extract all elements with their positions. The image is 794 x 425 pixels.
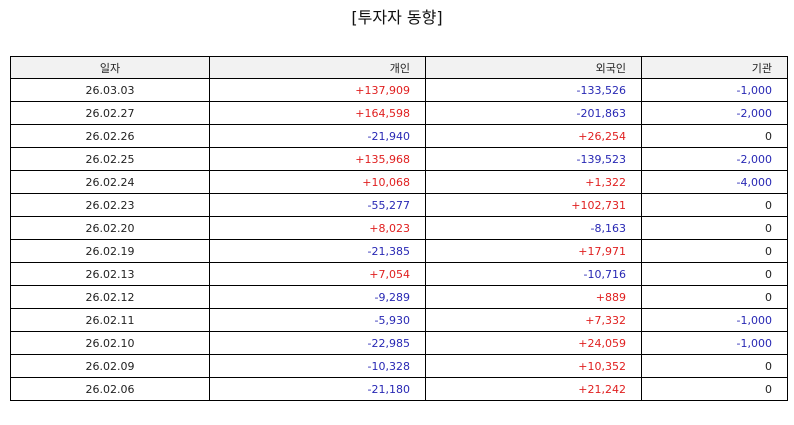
table-row: 26.03.03 +137,909 -133,526 -1,000: [10, 78, 788, 102]
cell-date: 26.02.11: [10, 308, 210, 332]
table-row: 26.02.25 +135,968 -139,523 -2,000: [10, 147, 788, 171]
cell-date: 26.02.09: [10, 354, 210, 378]
cell-institution: -1,000: [641, 78, 788, 102]
cell-foreign: +17,971: [425, 239, 642, 263]
cell-foreign: +7,332: [425, 308, 642, 332]
table-header-row: 일자 개인 외국인 기관: [10, 56, 788, 79]
cell-date: 26.02.27: [10, 101, 210, 125]
cell-date: 26.02.20: [10, 216, 210, 240]
investor-trend-table: 일자 개인 외국인 기관 26.03.03 +137,909 -133,526 -1,…: [10, 56, 788, 401]
page-title: [투자자 동향]: [351, 8, 443, 27]
cell-foreign: +26,254: [425, 124, 642, 148]
cell-foreign: +21,242: [425, 377, 642, 401]
table-row: 26.02.24 +10,068 +1,322 -4,000: [10, 170, 788, 194]
cell-individual: -10,328: [209, 354, 426, 378]
cell-institution: -1,000: [641, 308, 788, 332]
cell-individual: -9,289: [209, 285, 426, 309]
table-row: 26.02.09 -10,328 +10,352 0: [10, 354, 788, 378]
cell-date: 26.03.03: [10, 78, 210, 102]
cell-foreign: -133,526: [425, 78, 642, 102]
cell-individual: -22,985: [209, 331, 426, 355]
cell-individual: +164,598: [209, 101, 426, 125]
cell-date: 26.02.26: [10, 124, 210, 148]
cell-institution: -4,000: [641, 170, 788, 194]
table-row: 26.02.06 -21,180 +21,242 0: [10, 377, 788, 401]
cell-individual: -55,277: [209, 193, 426, 217]
cell-foreign: +10,352: [425, 354, 642, 378]
cell-institution: 0: [641, 239, 788, 263]
cell-institution: 0: [641, 216, 788, 240]
cell-date: 26.02.23: [10, 193, 210, 217]
cell-individual: -21,385: [209, 239, 426, 263]
cell-foreign: -10,716: [425, 262, 642, 286]
cell-individual: +8,023: [209, 216, 426, 240]
header-institution: 기관: [641, 56, 788, 79]
cell-date: 26.02.19: [10, 239, 210, 263]
cell-date: 26.02.06: [10, 377, 210, 401]
header-foreign: 외국인: [425, 56, 642, 79]
cell-individual: -5,930: [209, 308, 426, 332]
cell-foreign: +889: [425, 285, 642, 309]
table-row: 26.02.19 -21,385 +17,971 0: [10, 239, 788, 263]
cell-institution: 0: [641, 262, 788, 286]
cell-individual: +137,909: [209, 78, 426, 102]
cell-institution: 0: [641, 377, 788, 401]
cell-date: 26.02.12: [10, 285, 210, 309]
table-row: 26.02.20 +8,023 -8,163 0: [10, 216, 788, 240]
cell-foreign: +24,059: [425, 331, 642, 355]
cell-institution: 0: [641, 354, 788, 378]
cell-date: 26.02.24: [10, 170, 210, 194]
table-row: 26.02.23 -55,277 +102,731 0: [10, 193, 788, 217]
cell-individual: +10,068: [209, 170, 426, 194]
cell-date: 26.02.10: [10, 331, 210, 355]
cell-foreign: -139,523: [425, 147, 642, 171]
table-row: 26.02.12 -9,289 +889 0: [10, 285, 788, 309]
table-row: 26.02.13 +7,054 -10,716 0: [10, 262, 788, 286]
cell-institution: 0: [641, 124, 788, 148]
table-body: 26.03.03 +137,909 -133,526 -1,000 26.02.27 +1…: [10, 78, 788, 401]
cell-date: 26.02.25: [10, 147, 210, 171]
cell-individual: +7,054: [209, 262, 426, 286]
cell-foreign: +102,731: [425, 193, 642, 217]
table-row: 26.02.26 -21,940 +26,254 0: [10, 124, 788, 148]
cell-institution: -2,000: [641, 147, 788, 171]
cell-individual: -21,940: [209, 124, 426, 148]
header-individual: 개인: [209, 56, 426, 79]
table-row: 26.02.10 -22,985 +24,059 -1,000: [10, 331, 788, 355]
cell-institution: 0: [641, 193, 788, 217]
cell-foreign: -201,863: [425, 101, 642, 125]
table-row: 26.02.11 -5,930 +7,332 -1,000: [10, 308, 788, 332]
cell-institution: -1,000: [641, 331, 788, 355]
cell-foreign: +1,322: [425, 170, 642, 194]
table-row: 26.02.27 +164,598 -201,863 -2,000: [10, 101, 788, 125]
cell-individual: -21,180: [209, 377, 426, 401]
cell-institution: -2,000: [641, 101, 788, 125]
cell-institution: 0: [641, 285, 788, 309]
cell-individual: +135,968: [209, 147, 426, 171]
header-date: 일자: [10, 56, 210, 79]
cell-date: 26.02.13: [10, 262, 210, 286]
cell-foreign: -8,163: [425, 216, 642, 240]
